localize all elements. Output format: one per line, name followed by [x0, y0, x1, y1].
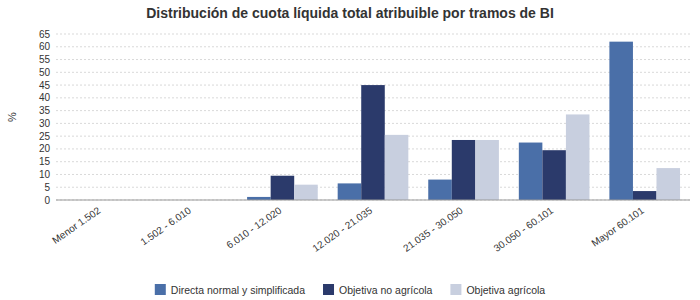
grid-line — [56, 34, 690, 35]
bar — [542, 150, 566, 200]
bar — [566, 114, 590, 200]
y-axis: 05101520253035404550556065 — [39, 29, 51, 206]
legend-swatch — [155, 284, 166, 295]
chart-title: Distribución de cuota líquida total atri… — [146, 5, 554, 21]
bar — [519, 143, 543, 200]
grid-line — [56, 46, 690, 47]
x-tick-label: Mayor 60.101 — [589, 204, 646, 248]
y-tick-label: 35 — [39, 105, 51, 116]
y-tick-label: 10 — [39, 169, 51, 180]
legend: Directa normal y simplificada Objetiva no… — [155, 284, 546, 296]
x-axis-line — [56, 200, 690, 201]
bar — [428, 180, 452, 200]
x-tick-label: Menor 1.502 — [50, 204, 103, 245]
x-axis: Menor 1.502 1.502 - 6.010 6.010 - 12.020 12… — [50, 204, 646, 253]
x-tick-label: 30.050 - 60.101 — [492, 204, 556, 253]
y-tick-label: 30 — [39, 118, 51, 129]
y-tick-label: 50 — [39, 67, 51, 78]
y-tick-label: 25 — [39, 131, 51, 142]
y-tick-label: 40 — [39, 92, 51, 103]
grid-line — [56, 59, 690, 60]
bar — [361, 85, 385, 200]
legend-label: Objetiva no agrícola — [339, 284, 433, 296]
chart: Distribución de cuota líquida total atri… — [0, 0, 700, 300]
y-tick-label: 5 — [44, 182, 50, 193]
y-tick-label: 65 — [39, 29, 51, 40]
x-tick-label: 21.035 - 30.050 — [401, 204, 465, 253]
x-tick-label: 12.020 - 21.035 — [310, 204, 374, 253]
legend-swatch — [450, 284, 461, 295]
legend-item: Objetiva no agrícola — [323, 284, 433, 296]
bar — [656, 168, 680, 200]
x-tick-label: 6.010 - 12.020 — [224, 204, 284, 250]
legend-label: Directa normal y simplificada — [171, 284, 305, 296]
bar — [475, 140, 499, 200]
y-tick-label: 45 — [39, 80, 51, 91]
y-tick-label: 60 — [39, 41, 51, 52]
y-axis-label: % — [6, 112, 18, 122]
bar — [271, 176, 295, 200]
y-tick-label: 0 — [44, 195, 50, 206]
bar — [338, 183, 362, 200]
bar — [452, 140, 476, 200]
grid — [56, 34, 690, 200]
bars — [247, 42, 680, 200]
bar — [385, 135, 409, 200]
legend-swatch — [323, 284, 334, 295]
bar — [633, 191, 657, 200]
legend-label: Objetiva agrícola — [466, 284, 545, 296]
grid-line — [56, 200, 690, 201]
x-tick-label: 1.502 - 6.010 — [138, 204, 193, 247]
y-tick-label: 55 — [39, 54, 51, 65]
legend-item: Directa normal y simplificada — [155, 284, 305, 296]
bar — [609, 42, 633, 200]
y-tick-label: 20 — [39, 143, 51, 154]
bar — [294, 185, 318, 200]
legend-item: Objetiva agrícola — [450, 284, 545, 296]
grid-line — [56, 72, 690, 73]
y-tick-label: 15 — [39, 156, 51, 167]
